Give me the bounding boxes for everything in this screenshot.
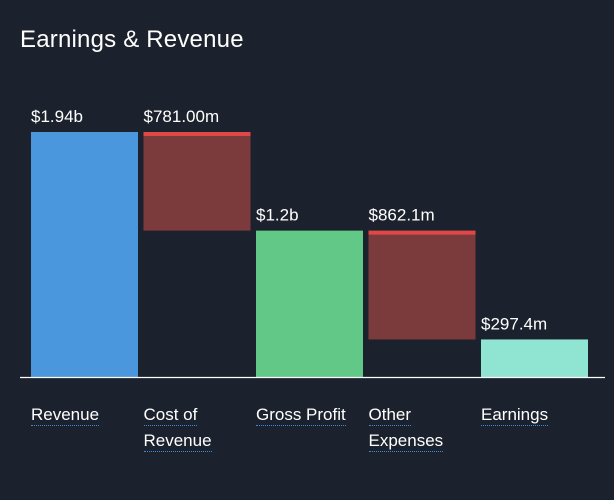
category-label-line: Revenue xyxy=(31,405,100,426)
bar-revenue[interactable] xyxy=(31,132,138,377)
value-label-other-expenses: $862.1m xyxy=(369,206,435,225)
bar-cap-other-expenses xyxy=(368,230,476,235)
category-label-line: Cost of xyxy=(143,405,198,426)
category-label-revenue[interactable]: Revenue xyxy=(31,402,100,428)
value-label-earnings: $297.4m xyxy=(481,314,547,333)
value-label-revenue: $1.94b xyxy=(31,107,83,126)
chart-title: Earnings & Revenue xyxy=(20,26,244,53)
bar-earnings[interactable] xyxy=(481,339,588,377)
bar-cost-of-revenue[interactable] xyxy=(143,132,251,231)
category-label-line: Other xyxy=(368,405,412,426)
bar-other-expenses[interactable] xyxy=(368,230,476,340)
category-label-other-expenses[interactable]: Other Expenses xyxy=(368,402,444,454)
category-label-line: Expenses xyxy=(368,431,444,452)
category-label-earnings[interactable]: Earnings xyxy=(481,402,549,428)
category-label-line: Gross Profit xyxy=(256,405,346,426)
category-label-line: Earnings xyxy=(481,405,549,426)
category-label-gross-profit[interactable]: Gross Profit xyxy=(256,402,346,428)
bar-cap-cost-of-revenue xyxy=(143,132,251,136)
value-label-cost-of-revenue: $781.00m xyxy=(144,107,220,126)
category-label-line: Revenue xyxy=(143,431,212,452)
value-label-gross-profit: $1.2b xyxy=(256,206,299,225)
bar-gross-profit[interactable] xyxy=(256,230,363,377)
category-label-cost-of-revenue[interactable]: Cost of Revenue xyxy=(143,402,212,454)
